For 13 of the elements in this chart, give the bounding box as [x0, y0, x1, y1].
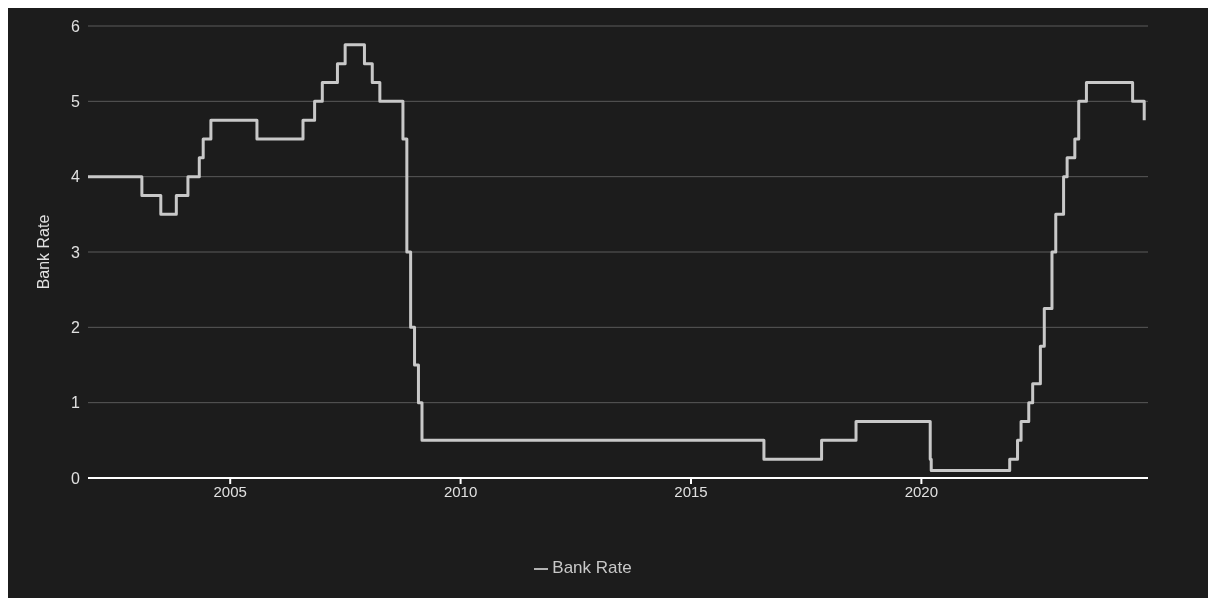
x-tick-label: 2005	[213, 482, 247, 500]
y-axis-title: Bank Rate	[34, 214, 52, 290]
legend-label: Bank Rate	[552, 558, 632, 577]
y-tick-label: 6	[71, 17, 81, 35]
y-tick-label: 0	[71, 469, 81, 487]
y-tick-label: 1	[71, 394, 81, 412]
y-tick-label: 3	[71, 243, 81, 261]
y-tick-label: 4	[71, 168, 81, 186]
y-tick-label: 2	[71, 319, 81, 337]
x-tick-label: 2020	[904, 482, 939, 500]
x-tick-label: 2010	[443, 482, 478, 500]
y-tick-label: 5	[71, 93, 81, 111]
x-tick-label: 2015	[674, 482, 708, 500]
